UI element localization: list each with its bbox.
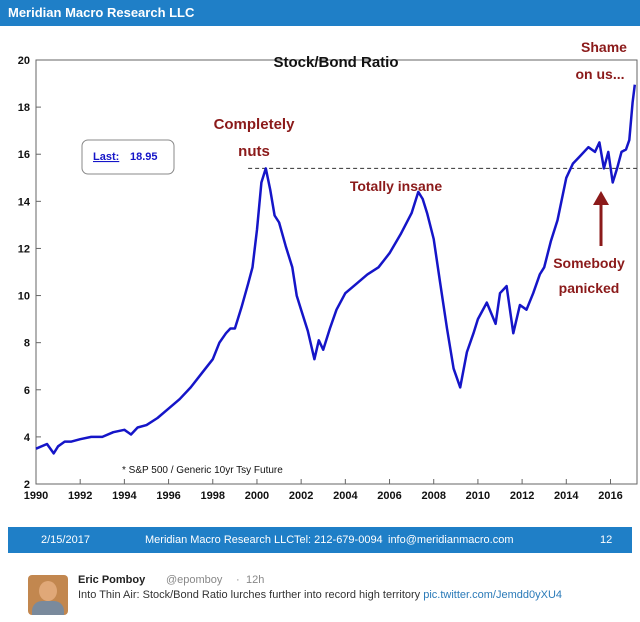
annotation-shame: Shame xyxy=(581,39,627,55)
footer-date: 2/15/2017 xyxy=(41,534,90,546)
tweet-author-name[interactable]: Eric Pomboy xyxy=(78,574,146,586)
last-value: 18.95 xyxy=(130,151,158,163)
annotation-totally-insane: Totally insane xyxy=(350,178,443,194)
report-title: Meridian Macro Research LLC xyxy=(8,5,195,20)
plot-frame xyxy=(35,59,638,485)
annotation-panicked: panicked xyxy=(559,280,620,296)
tweet: Eric Pomboy @epomboy · 12h Into Thin Air… xyxy=(0,565,640,622)
x-tick-label: 2012 xyxy=(510,490,534,502)
x-tick-label: 1990 xyxy=(24,490,48,502)
y-tick-label: 8 xyxy=(24,338,30,350)
annotation-on-us: on us... xyxy=(576,66,625,82)
report-footer: 2/15/2017 Meridian Macro Research LLC Te… xyxy=(8,527,632,553)
tweet-author-handle[interactable]: @epomboy xyxy=(166,574,223,586)
panic-arrow-head xyxy=(593,191,609,205)
tweet-body: Into Thin Air: Stock/Bond Ratio lurches … xyxy=(78,589,421,601)
y-tick-label: 2 xyxy=(24,479,30,491)
tweet-text: Into Thin Air: Stock/Bond Ratio lurches … xyxy=(78,589,562,601)
x-tick-label: 1996 xyxy=(156,490,180,502)
footer-page: 12 xyxy=(600,534,613,546)
y-tick-label: 20 xyxy=(18,55,30,67)
footnote: * S&P 500 / Generic 10yr Tsy Future xyxy=(122,465,283,476)
separator-dot: · xyxy=(236,574,240,586)
report-header: Meridian Macro Research LLC xyxy=(0,0,640,26)
panic-arrow xyxy=(593,191,609,246)
y-tick-label: 14 xyxy=(18,196,31,208)
x-tick-label: 2000 xyxy=(245,490,269,502)
x-tick-label: 1994 xyxy=(112,490,137,502)
footer-tel: Tel: 212-679-0094 xyxy=(294,534,383,546)
avatar-body xyxy=(32,601,64,615)
y-tick-label: 18 xyxy=(18,102,30,114)
avatar-head xyxy=(39,581,57,601)
chart-title: Stock/Bond Ratio xyxy=(273,54,398,71)
y-tick-label: 4 xyxy=(24,432,31,444)
x-tick-label: 2004 xyxy=(333,490,358,502)
annotation-nuts: nuts xyxy=(238,143,270,160)
x-tick-label: 1998 xyxy=(201,490,225,502)
last-value-box: Last: 18.95 xyxy=(81,139,175,175)
y-tick-label: 16 xyxy=(18,149,30,161)
annotation-completely: Completely xyxy=(214,116,296,133)
stock-bond-ratio-line xyxy=(35,84,637,455)
x-tick-label: 2014 xyxy=(554,490,579,502)
y-tick-label: 6 xyxy=(24,385,30,397)
x-tick-label: 2006 xyxy=(377,490,401,502)
y-tick-label: 10 xyxy=(18,291,30,303)
y-tick-label: 12 xyxy=(18,243,30,255)
tweet-link[interactable]: pic.twitter.com/Jemdd0yXU4 xyxy=(423,589,563,601)
x-tick-label: 1992 xyxy=(68,490,92,502)
tweet-timestamp[interactable]: 12h xyxy=(246,574,265,586)
last-value-box-frame xyxy=(81,139,175,175)
last-label: Last: xyxy=(93,151,119,163)
x-tick-label: 2002 xyxy=(289,490,313,502)
x-tick-label: 2010 xyxy=(466,490,490,502)
stock-bond-ratio-chart: 2 4 6 8 10 12 14 16 18 20 1990 1992 1994 1996 1998 200… xyxy=(18,39,638,502)
annotation-somebody: Somebody xyxy=(553,255,625,271)
x-tick-label: 2008 xyxy=(421,490,445,502)
footer-company: Meridian Macro Research LLC xyxy=(145,534,295,546)
footer-email: info@meridianmacro.com xyxy=(388,534,514,546)
x-tick-label: 2016 xyxy=(598,490,622,502)
avatar[interactable] xyxy=(28,575,68,615)
